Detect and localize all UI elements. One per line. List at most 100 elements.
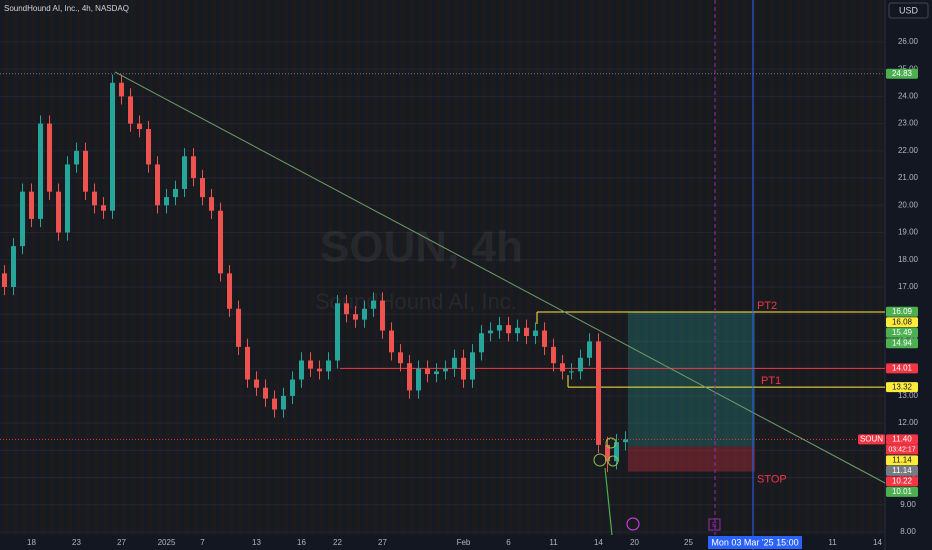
candle-body xyxy=(38,123,43,219)
symbol-label: SOUN xyxy=(860,435,883,444)
earnings-icon-label: E xyxy=(712,522,717,529)
candle-body xyxy=(380,300,385,331)
candle-body xyxy=(92,191,97,206)
candle-body xyxy=(137,123,142,130)
marker-circle xyxy=(605,437,617,449)
candle-body xyxy=(290,379,295,396)
candle-body xyxy=(83,150,88,192)
x-tick-label: 16 xyxy=(297,538,306,547)
candle-body xyxy=(353,314,358,320)
candle-body xyxy=(119,82,124,97)
price-tag-label: 14.01 xyxy=(892,363,913,372)
y-tick-label: 21.00 xyxy=(898,173,919,182)
candle-body xyxy=(488,330,493,334)
y-tick-label: 20.00 xyxy=(898,200,919,209)
dividend-icon[interactable] xyxy=(626,517,640,531)
x-tick-label: 6 xyxy=(506,538,511,547)
price-tag-label: 11.40 xyxy=(892,435,912,444)
x-tick-label: 14 xyxy=(873,538,882,547)
candle-body xyxy=(443,368,448,372)
price-tag xyxy=(886,434,918,445)
candle-body xyxy=(263,387,268,399)
candle-body xyxy=(434,371,439,375)
candle-body xyxy=(524,327,529,336)
candle-body xyxy=(533,330,538,336)
candle-body xyxy=(551,346,556,364)
price-tag-label: 14.94 xyxy=(892,338,913,347)
candle-body xyxy=(335,303,340,361)
candle-body xyxy=(569,371,574,373)
candle-body xyxy=(308,360,313,369)
watermark: SOUN, 4h xyxy=(320,223,523,272)
candle-body xyxy=(11,246,16,287)
zone-label: PT2 xyxy=(757,300,777,312)
price-tag xyxy=(886,306,918,317)
candle-body xyxy=(173,188,178,198)
candle-body xyxy=(452,357,457,369)
x-tick-label: Feb xyxy=(457,538,471,547)
y-tick-label: 8.00 xyxy=(900,527,916,536)
candle-body xyxy=(182,156,187,189)
price-tag xyxy=(886,465,918,476)
price-tag-label: 11.14 xyxy=(892,456,912,465)
drop-line xyxy=(604,467,613,536)
candle-body xyxy=(317,368,322,372)
y-tick-label: 23.00 xyxy=(898,119,919,128)
candle-body xyxy=(281,395,286,410)
y-tick-label: 19.00 xyxy=(898,228,919,237)
candle-body xyxy=(344,303,349,315)
price-tag-label: 10.22 xyxy=(892,477,913,486)
candle-body xyxy=(596,341,601,445)
earnings-icon[interactable] xyxy=(708,518,721,531)
candle-body xyxy=(497,325,502,331)
countdown-tag xyxy=(886,444,918,455)
candle-body xyxy=(191,156,196,179)
countdown-label: 03:42:17 xyxy=(888,446,915,453)
x-tick-label: 11 xyxy=(828,538,837,547)
crosshair-tag xyxy=(708,536,802,549)
price-tag xyxy=(886,327,918,338)
price-tag-label: 24.83 xyxy=(892,69,913,78)
x-tick-label: 23 xyxy=(72,538,81,547)
candle-body xyxy=(254,379,259,388)
candle-body xyxy=(470,352,475,380)
candle-body xyxy=(371,300,376,309)
candle-body xyxy=(479,333,484,353)
x-tick-label: 14 xyxy=(594,538,603,547)
price-tag xyxy=(886,68,918,79)
candle-body xyxy=(587,341,592,358)
candle-body xyxy=(389,330,394,353)
candle-body xyxy=(146,129,151,165)
x-tick-label: 22 xyxy=(333,538,342,547)
x-tick-label: 11 xyxy=(549,538,558,547)
price-tag xyxy=(886,486,918,497)
price-tag xyxy=(886,317,918,328)
candle-body xyxy=(425,368,430,375)
candle-body xyxy=(245,346,250,380)
candle-body xyxy=(218,210,223,274)
time-axis-panel xyxy=(0,535,885,550)
y-tick-label: 9.00 xyxy=(900,500,916,509)
candle-body xyxy=(155,164,160,206)
candle-body xyxy=(200,178,205,198)
chart-title: SoundHound AI, Inc., 4h, NASDAQ xyxy=(4,4,129,13)
x-tick-label: 20 xyxy=(630,538,639,547)
candle-body xyxy=(623,439,628,443)
candle-body xyxy=(74,150,79,165)
currency-button[interactable] xyxy=(888,2,929,19)
candle-body xyxy=(2,273,7,287)
candle-body xyxy=(56,191,61,233)
zone-label: PT1 xyxy=(761,375,781,387)
y-tick-label: 26.00 xyxy=(898,37,919,46)
candle-body xyxy=(560,363,565,372)
y-tick-label: 22.00 xyxy=(898,146,919,155)
candle-body xyxy=(416,368,421,391)
x-tick-label: 25 xyxy=(684,538,693,547)
candle-body xyxy=(605,444,610,462)
y-tick-label: 24.00 xyxy=(898,91,919,100)
price-labels: 26.00 25.00 24.00 23.00 22.00 21.00 20.00 19.00… xyxy=(27,37,919,547)
candle-body xyxy=(47,123,52,192)
stop-zone xyxy=(628,446,755,472)
x-tick-label: 27 xyxy=(117,538,126,547)
